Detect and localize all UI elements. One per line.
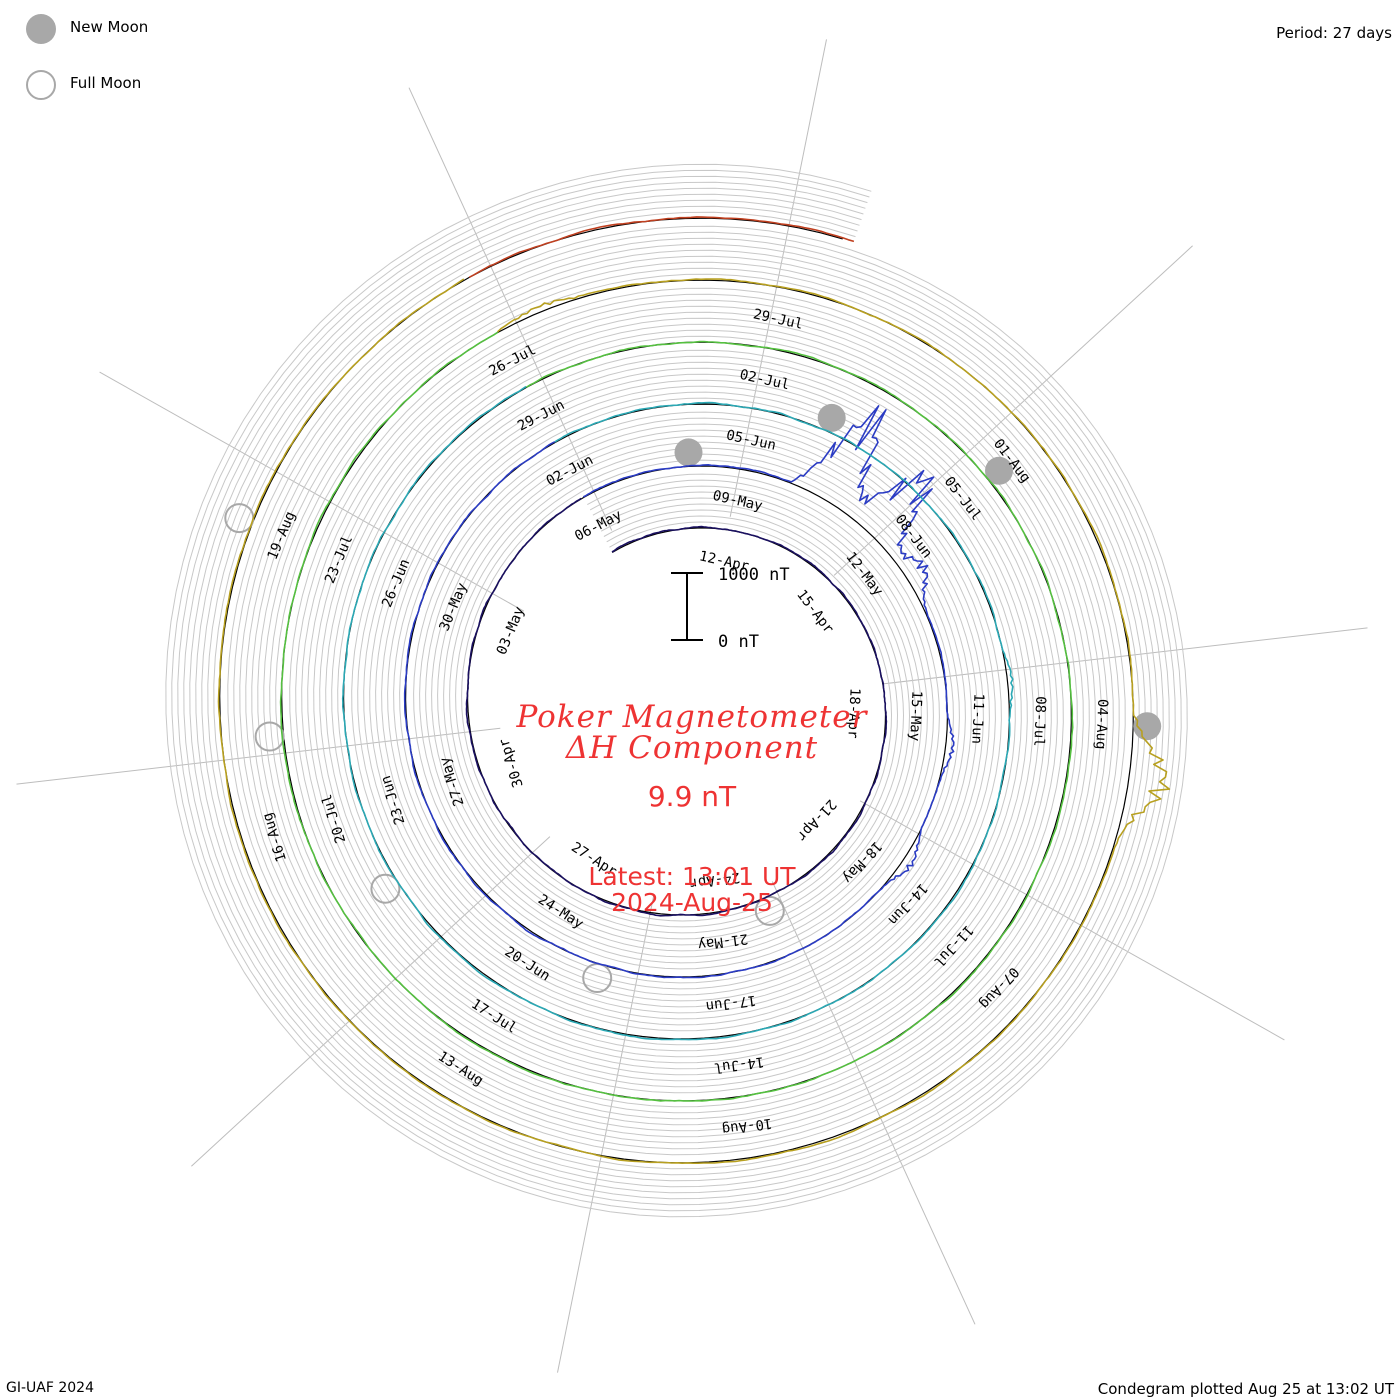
date-label-27-may: 27-May (437, 755, 467, 808)
full-moon-marker-3 (370, 873, 401, 904)
baseline-spirals (219, 217, 1134, 1164)
radial-gridline-3 (833, 245, 1193, 576)
chart-title-line2: ΔH Component (565, 730, 818, 766)
baseline-spiral (219, 217, 1134, 1164)
spiral-gridlines (165, 163, 1188, 1218)
data-series (217, 216, 1171, 1164)
series-rotation-1 (465, 497, 888, 917)
date-label-15-apr: 15-Apr (793, 587, 836, 637)
new-moon-marker-3 (985, 456, 1013, 485)
center-title-block: Poker Magnetometer ΔH Component 9.9 nT L… (516, 699, 869, 917)
spiral-gridline-4 (195, 193, 1158, 1188)
scale-top-label: 1000 nT (718, 565, 790, 585)
full-moon-label: Full Moon (70, 74, 142, 92)
radial-gridline-10 (99, 371, 525, 612)
radial-gridline-1 (408, 87, 613, 531)
new-moon-icon (26, 14, 56, 44)
date-label-30-apr: 30-Apr (496, 736, 526, 789)
scale-bar: 1000 nT 0 nT (671, 565, 790, 652)
footer-credit: GI-UAF 2024 (6, 1380, 94, 1396)
series-rotation-6 (468, 216, 855, 279)
footer-plotted: Condegram plotted Aug 25 at 13:02 UT (1097, 1380, 1394, 1398)
full-moon-marker-1 (754, 895, 785, 926)
radial-gridline-6 (771, 881, 976, 1325)
date-label-21-may: 21-May (697, 930, 749, 952)
latest-date: 2024-Aug-25 (611, 888, 773, 917)
new-moon-marker-2 (817, 403, 846, 432)
date-label-08-jul: 08-Jul (1030, 696, 1048, 747)
date-label-04-aug: 04-Aug (1092, 699, 1110, 750)
date-label-24-apr: 24-Apr (689, 869, 741, 891)
new-moon-marker-4 (1133, 712, 1162, 741)
spiral-gridline-5 (189, 187, 1164, 1194)
spiral-gridline-9 (165, 163, 1188, 1218)
series-rotation-5 (217, 278, 1171, 1164)
latest-time: Latest: 13:01 UT (588, 862, 796, 891)
series-rotation-2 (403, 405, 955, 979)
date-label-03-may: 03-May (494, 604, 528, 657)
date-label-21-apr: 21-Apr (793, 796, 839, 844)
new-moon-marker-1 (674, 438, 703, 467)
date-label-10-aug: 10-Aug (721, 1115, 773, 1137)
radial-gridline-2 (729, 39, 827, 517)
date-label-20-jul: 20-Jul (319, 792, 349, 845)
full-moon-marker-2 (582, 963, 613, 993)
spiral-gridline-1 (213, 211, 1140, 1170)
spiral-gridline-7 (177, 175, 1176, 1206)
spiral-gridline-8 (171, 169, 1182, 1212)
scale-bottom-label: 0 nT (718, 632, 759, 652)
date-label-11-jun: 11-Jun (968, 693, 986, 744)
date-label-18-apr: 18-Apr (844, 688, 862, 739)
new-moon-label: New Moon (70, 18, 149, 36)
period-label: Period: 27 days (1276, 24, 1392, 42)
spiral-gridline-3 (201, 199, 1152, 1182)
radial-gridline-8 (191, 836, 551, 1167)
series-rotation-3 (341, 385, 1014, 1041)
date-label-16-aug: 16-Aug (260, 811, 290, 864)
spiral-gridline-6 (183, 181, 1170, 1200)
date-label-14-jul: 14-Jul (713, 1053, 765, 1075)
spiral-gridline-2 (207, 205, 1146, 1176)
date-label-15-may: 15-May (906, 690, 924, 741)
current-value: 9.9 nT (648, 780, 737, 813)
full-moon-marker-4 (254, 721, 285, 752)
date-label-17-jun: 17-Jun (705, 992, 757, 1014)
radial-gridline-4 (883, 627, 1368, 685)
chart-title-line1: Poker Magnetometer (516, 699, 869, 735)
date-label-23-jun: 23-Jun (378, 773, 408, 826)
series-rotation-4 (279, 331, 1074, 1102)
full-moon-icon (26, 70, 56, 100)
radial-gridline-9 (16, 727, 501, 785)
radial-gridline-5 (859, 800, 1285, 1041)
